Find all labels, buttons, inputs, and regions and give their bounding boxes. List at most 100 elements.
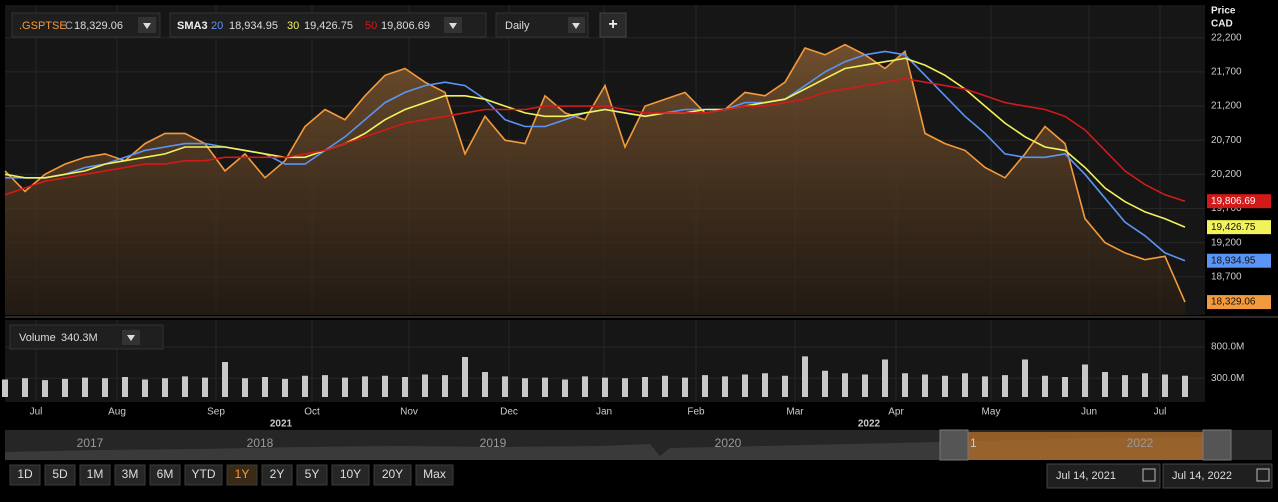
last-value-label: 19,806.69 — [1211, 196, 1256, 207]
dropdown-icon — [572, 23, 580, 29]
navigator-year: 2018 — [247, 436, 274, 450]
volume-bar — [362, 376, 368, 397]
series-line — [4, 57, 1186, 228]
volume-bar — [642, 377, 648, 397]
symbol: .GSPTSE — [19, 20, 67, 32]
legend-key: 30 — [287, 20, 299, 32]
range-button[interactable] — [9, 464, 41, 486]
volume-bar — [422, 374, 428, 397]
volume-bar — [262, 377, 268, 397]
volume-bar — [722, 376, 728, 397]
volume-bar — [802, 356, 808, 397]
volume-bar — [862, 374, 868, 397]
range-button[interactable] — [331, 464, 370, 486]
volume-title: Volume — [19, 332, 56, 344]
x-tick-label: Jun — [1081, 407, 1097, 418]
range-button-label: 20Y — [382, 467, 403, 481]
navigator-handle[interactable] — [939, 429, 969, 461]
y-tick-label: 20,200 — [1211, 169, 1242, 180]
range-button[interactable] — [226, 464, 258, 486]
range-button-label: 10Y — [340, 467, 361, 481]
range-button[interactable] — [415, 464, 454, 486]
date-input[interactable] — [1046, 463, 1161, 489]
close-value: 18,329.06 — [74, 20, 123, 32]
volume-bar — [242, 378, 248, 397]
volume-bar — [682, 377, 688, 397]
volume-bar — [442, 375, 448, 397]
range-button[interactable] — [149, 464, 181, 486]
add-button[interactable] — [599, 12, 627, 38]
volume-bar — [982, 376, 988, 397]
last-value-tag — [1207, 194, 1271, 209]
range-button-label: Max — [423, 467, 446, 481]
range-button-label: 1D — [17, 467, 33, 481]
x-tick-label: Oct — [304, 407, 320, 418]
year-label: 2022 — [858, 419, 881, 430]
range-button[interactable] — [184, 464, 223, 486]
navigator-year: 2017 — [77, 436, 104, 450]
volume-bar — [1002, 375, 1008, 397]
volume-bar — [222, 362, 228, 397]
volume-bar — [1102, 372, 1108, 397]
volume-bar — [1082, 364, 1088, 397]
volume-bar — [382, 375, 388, 397]
calendar-icon[interactable] — [1142, 468, 1156, 482]
range-button-label: 6M — [157, 467, 174, 481]
range-button[interactable] — [79, 464, 111, 486]
range-button[interactable] — [373, 464, 412, 486]
x-tick-label: Apr — [888, 407, 904, 418]
range-button-label: 3M — [122, 467, 139, 481]
series-line — [4, 77, 1186, 202]
x-tick-label: Feb — [687, 407, 705, 418]
volume-bar — [822, 370, 828, 397]
study: SMA3 — [177, 20, 208, 32]
y-tick-label: 21,200 — [1211, 101, 1242, 112]
symbol-box[interactable] — [11, 12, 161, 38]
navigator-year: 2020 — [715, 436, 742, 450]
volume-bar — [562, 379, 568, 397]
x-tick-label: May — [982, 407, 1001, 418]
navigator-selection[interactable] — [968, 432, 1203, 460]
range-button-label: 1Y — [235, 467, 250, 481]
last-value-tag — [1207, 253, 1271, 268]
legend-key: 50 — [365, 20, 377, 32]
volume-bar — [62, 378, 68, 397]
date-input[interactable] — [1162, 463, 1273, 489]
x-tick-label: Aug — [108, 407, 126, 418]
volume-bar — [882, 359, 888, 397]
volume-bar — [522, 378, 528, 397]
add-icon: + — [608, 16, 617, 33]
price-area — [5, 44, 1185, 315]
range-button[interactable] — [261, 464, 293, 486]
interval: Daily — [505, 20, 530, 32]
navigator-year: 2022 — [1127, 436, 1154, 450]
range-button[interactable] — [114, 464, 146, 486]
date-to: Jul 14, 2022 — [1172, 470, 1232, 482]
study-box[interactable] — [169, 12, 487, 38]
range-button[interactable] — [44, 464, 76, 486]
x-tick-label: Mar — [786, 407, 804, 418]
volume-bar — [902, 373, 908, 397]
volume-bar — [282, 378, 288, 397]
range-button-label: YTD — [192, 467, 216, 481]
volume-bar — [302, 375, 308, 397]
volume-bar — [922, 374, 928, 397]
y-tick-label: 19,200 — [1211, 237, 1242, 248]
volume-bar — [842, 373, 848, 397]
volume-bar — [22, 378, 28, 397]
legend-value: 19,426.75 — [304, 20, 353, 32]
volume-bar — [702, 375, 708, 397]
volume-bar — [182, 376, 188, 397]
volume-value: 340.3M — [61, 332, 98, 344]
navigator-area — [5, 437, 1203, 460]
volume-bar — [42, 380, 48, 397]
x-tick-label: Sep — [207, 407, 225, 418]
navigator-labels: 2017 2018 2019 2020 2022 1 — [77, 436, 1154, 450]
calendar-icon[interactable] — [1256, 468, 1270, 482]
range-button[interactable] — [296, 464, 328, 486]
range-button-label: 5D — [52, 467, 68, 481]
last-value-label: 19,426.75 — [1211, 222, 1256, 233]
navigator-handle[interactable] — [1202, 429, 1232, 461]
last-value-label: 18,329.06 — [1211, 297, 1256, 308]
volume-bar — [1122, 375, 1128, 397]
